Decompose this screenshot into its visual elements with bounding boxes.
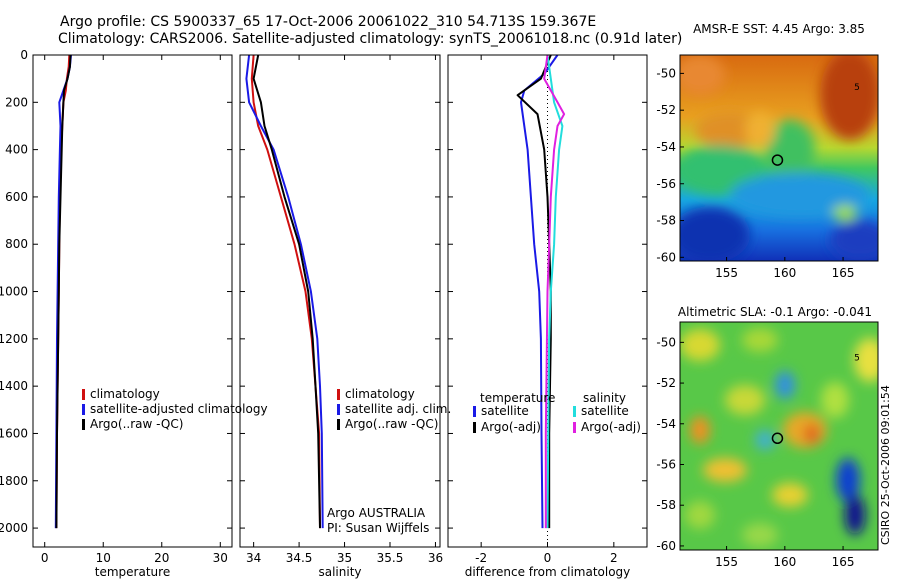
x-tick-label: -2 bbox=[475, 551, 487, 565]
temperature-panel: 0 10 20 30 temperature 0 200 400 600 800 1000 1200 1… bbox=[0, 48, 268, 579]
legend-header: salinity bbox=[583, 391, 626, 405]
legend-label: satellite bbox=[581, 404, 629, 418]
y-tick-label: 600 bbox=[5, 190, 28, 204]
legend-swatch-argo bbox=[337, 419, 340, 430]
x-axis-label: temperature bbox=[95, 565, 170, 579]
salinity-panel: 34 34.5 35 35.5 36 salinity climatologysatelli… bbox=[239, 54, 451, 579]
map-x-tick-label: 160 bbox=[773, 555, 796, 569]
y-tick-label: 1000 bbox=[0, 285, 28, 299]
legend-swatch-argo bbox=[82, 419, 85, 430]
map-x-tick-label: 155 bbox=[715, 555, 738, 569]
sst-map-title: AMSR-E SST: 4.45 Argo: 3.85 bbox=[693, 22, 865, 36]
map-y-tick-label: -52 bbox=[656, 376, 676, 390]
series-line-argo bbox=[252, 54, 321, 529]
y-tick-label: 1800 bbox=[0, 474, 28, 488]
map-y-tick-label: -54 bbox=[656, 140, 676, 154]
sst-map-panel: AMSR-E SST: 4.45 Argo: 3.85 155 160 165- bbox=[656, 22, 879, 280]
y-tick-label: 1600 bbox=[0, 426, 28, 440]
x-tick-label: 34 bbox=[246, 551, 261, 565]
map-x-tick-label: 160 bbox=[773, 266, 796, 280]
sla-map-panel: Altimetric SLA: -0.1 Argo: -0.041 bbox=[656, 305, 879, 569]
series-line-satellite bbox=[245, 54, 324, 529]
x-axis-label: salinity bbox=[318, 565, 361, 579]
map-x-tick-label: 155 bbox=[715, 266, 738, 280]
legend-label: satellite bbox=[481, 404, 529, 418]
legend-swatch-satellite bbox=[337, 404, 340, 415]
legend-swatch-climatology bbox=[337, 389, 340, 400]
float-id-marker: 5 bbox=[854, 83, 860, 93]
plot-frame bbox=[447, 54, 648, 548]
series-line-climatology bbox=[250, 54, 321, 529]
series-line-argo bbox=[516, 54, 552, 529]
legend-swatch-climatology bbox=[82, 389, 85, 400]
legend-swatch-satellite bbox=[82, 404, 85, 415]
y-tick-label: 1200 bbox=[0, 332, 28, 346]
legend-header: temperature bbox=[480, 391, 555, 405]
x-tick-label: 20 bbox=[154, 551, 169, 565]
series-line-argo bbox=[55, 54, 72, 529]
map-y-tick-label: -54 bbox=[656, 417, 676, 431]
legend-label: Argo(-adj) bbox=[481, 420, 541, 434]
annotation-line: Argo AUSTRALIA bbox=[327, 506, 426, 520]
legend-swatch-satellite bbox=[473, 406, 476, 417]
y-tick-label: 400 bbox=[5, 143, 28, 157]
y-tick-label: 800 bbox=[5, 237, 28, 251]
x-tick-label: 30 bbox=[213, 551, 228, 565]
annotation-line: PI: Susan Wijffels bbox=[327, 521, 429, 535]
map-y-tick-label: -50 bbox=[656, 66, 676, 80]
credit-stamp: CSIRO 25-Oct-2006 09:01:54 bbox=[879, 385, 892, 545]
map-y-tick-label: -58 bbox=[656, 498, 676, 512]
legend-label: satellite-adjusted climatology bbox=[90, 402, 268, 416]
map-y-tick-label: -60 bbox=[656, 539, 676, 553]
x-tick-label: 35 bbox=[337, 551, 352, 565]
map-y-tick-label: -52 bbox=[656, 103, 676, 117]
map-x-tick-label: 165 bbox=[832, 555, 855, 569]
title-line-2: Climatology: CARS2006. Satellite-adjuste… bbox=[58, 31, 682, 47]
map-y-tick-label: -56 bbox=[656, 458, 676, 472]
title-line-1: Argo profile: CS 5900337_65 17-Oct-2006 … bbox=[60, 14, 596, 30]
y-tick-label: 200 bbox=[5, 95, 28, 109]
legend-swatch-argo bbox=[473, 422, 476, 433]
legend-swatch-argo_salinity bbox=[573, 422, 576, 433]
x-tick-label: 35.5 bbox=[377, 551, 404, 565]
map-y-tick-label: -50 bbox=[656, 335, 676, 349]
legend-label: Argo(..raw -QC) bbox=[345, 417, 438, 431]
x-tick-label: 2 bbox=[610, 551, 618, 565]
plot-frame bbox=[239, 54, 441, 548]
legend-label: climatology bbox=[345, 387, 415, 401]
sla-map-title: Altimetric SLA: -0.1 Argo: -0.041 bbox=[678, 305, 872, 319]
x-tick-label: 0 bbox=[41, 551, 49, 565]
series-line-argo_salinity bbox=[543, 54, 566, 529]
legend-label: satellite adj. clim. bbox=[345, 402, 451, 416]
map-y-tick-label: -56 bbox=[656, 177, 676, 191]
x-tick-label: 0 bbox=[544, 551, 552, 565]
x-axis-label: difference from climatology bbox=[465, 565, 631, 579]
y-tick-label: 1400 bbox=[0, 379, 28, 393]
x-tick-label: 36 bbox=[428, 551, 443, 565]
y-tick-label: 0 bbox=[20, 48, 28, 62]
float-position-marker bbox=[771, 432, 784, 445]
sst-map-field bbox=[680, 55, 878, 261]
plot-frame bbox=[32, 54, 233, 548]
legend-label: Argo(-adj) bbox=[581, 420, 641, 434]
legend-swatch-satellite_salinity bbox=[573, 406, 576, 417]
map-y-tick-label: -58 bbox=[656, 214, 676, 228]
legend-label: Argo(..raw -QC) bbox=[90, 417, 183, 431]
map-x-tick-label: 165 bbox=[832, 266, 855, 280]
float-position-marker bbox=[771, 154, 784, 166]
y-tick-label: 2000 bbox=[0, 521, 28, 535]
map-y-tick-label: -60 bbox=[656, 250, 676, 264]
sla-map-field bbox=[680, 322, 878, 550]
float-id-marker: 5 bbox=[854, 354, 860, 364]
x-tick-label: 10 bbox=[96, 551, 111, 565]
x-tick-label: 34.5 bbox=[286, 551, 313, 565]
legend-label: climatology bbox=[90, 387, 160, 401]
